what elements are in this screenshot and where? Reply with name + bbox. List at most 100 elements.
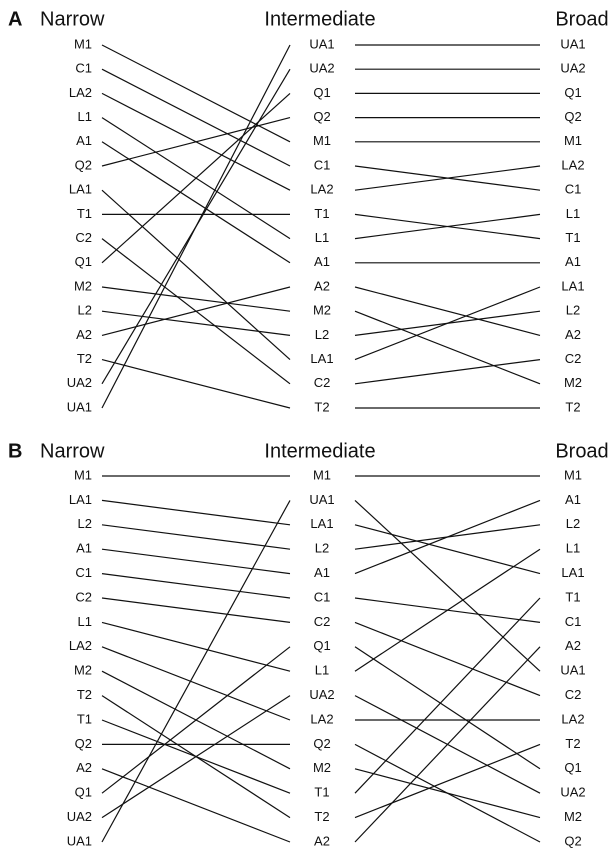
row-label: UA2 [309, 61, 334, 76]
row-label: T1 [77, 711, 92, 726]
row-label: A1 [76, 133, 92, 148]
row-label: C1 [314, 157, 331, 172]
row-label: C1 [565, 614, 582, 629]
row-label: C2 [314, 375, 331, 390]
column-title: Narrow [40, 8, 105, 30]
row-label: M1 [74, 36, 92, 51]
row-label: T1 [565, 589, 580, 604]
row-label: C2 [75, 589, 92, 604]
panel-letter: B [8, 440, 22, 462]
connector [101, 646, 291, 721]
row-label: T1 [77, 206, 92, 221]
connector [101, 310, 291, 336]
row-label: UA1 [67, 833, 92, 848]
row-label: Q2 [564, 109, 581, 124]
row-label: LA1 [310, 516, 333, 531]
connector [354, 286, 541, 336]
row-label: A1 [314, 565, 330, 580]
column-title: Narrow [40, 440, 105, 462]
row-label: L2 [566, 303, 580, 318]
connector [101, 597, 291, 623]
row-label: LA2 [69, 85, 92, 100]
row-label: L2 [566, 516, 580, 531]
row-label: LA2 [561, 157, 584, 172]
row-label: A2 [565, 327, 581, 342]
connector [101, 141, 291, 264]
row-label: L1 [315, 230, 329, 245]
connector [101, 621, 291, 672]
column-title: Intermediate [264, 440, 375, 462]
connector [354, 359, 541, 385]
row-label: Q1 [564, 85, 581, 100]
row-label: L2 [315, 327, 329, 342]
row-label: UA1 [309, 492, 334, 507]
row-label: Q1 [313, 638, 330, 653]
row-label: UA1 [560, 36, 585, 51]
row-label: M1 [74, 467, 92, 482]
row-label: T1 [565, 230, 580, 245]
row-label: M2 [313, 303, 331, 318]
connector [354, 310, 541, 385]
connector [354, 743, 541, 819]
row-label: UA1 [560, 663, 585, 678]
row-label: A1 [565, 254, 581, 269]
row-label: UA2 [67, 375, 92, 390]
connector [101, 695, 291, 819]
row-label: Q1 [313, 85, 330, 100]
row-label: M2 [74, 663, 92, 678]
row-label: L2 [78, 303, 92, 318]
row-label: Q2 [564, 833, 581, 848]
row-label: T2 [314, 399, 329, 414]
panel-letter: A [8, 8, 22, 30]
row-label: LA1 [310, 351, 333, 366]
connector [101, 359, 291, 409]
connector [101, 286, 291, 336]
row-label: T2 [314, 809, 329, 824]
row-label: M1 [313, 467, 331, 482]
connector [101, 286, 291, 312]
connector [101, 44, 291, 409]
row-label: M2 [313, 760, 331, 775]
row-label: T2 [77, 687, 92, 702]
row-label: L2 [78, 516, 92, 531]
connector [101, 92, 291, 264]
row-label: LA1 [561, 565, 584, 580]
connector [101, 44, 291, 143]
row-label: A2 [314, 833, 330, 848]
row-label: M1 [564, 467, 582, 482]
connector [101, 189, 291, 361]
row-label: L2 [315, 541, 329, 556]
row-label: T2 [565, 736, 580, 751]
row-label: LA2 [561, 711, 584, 726]
row-label: T2 [77, 351, 92, 366]
row-label: UA2 [309, 687, 334, 702]
connector [101, 768, 291, 843]
row-label: C2 [75, 230, 92, 245]
row-label: M2 [564, 375, 582, 390]
row-label: C1 [565, 182, 582, 197]
row-label: A2 [76, 327, 92, 342]
connector [354, 499, 541, 575]
connector [101, 500, 291, 843]
row-label: LA1 [561, 278, 584, 293]
connector [101, 499, 291, 526]
row-label: L1 [566, 206, 580, 221]
row-label: A2 [314, 278, 330, 293]
row-label: C2 [565, 687, 582, 702]
row-label: A1 [565, 492, 581, 507]
row-label: L1 [78, 109, 92, 124]
row-label: LA2 [310, 182, 333, 197]
row-label: A1 [76, 541, 92, 556]
row-label: A2 [76, 760, 92, 775]
row-label: C2 [314, 614, 331, 629]
row-label: Q2 [313, 109, 330, 124]
connector [354, 499, 541, 672]
connector [354, 524, 541, 575]
row-label: M2 [74, 278, 92, 293]
row-label: LA2 [310, 711, 333, 726]
connector [354, 646, 541, 843]
row-label: T1 [314, 785, 329, 800]
row-label: M1 [564, 133, 582, 148]
row-label: L1 [78, 614, 92, 629]
